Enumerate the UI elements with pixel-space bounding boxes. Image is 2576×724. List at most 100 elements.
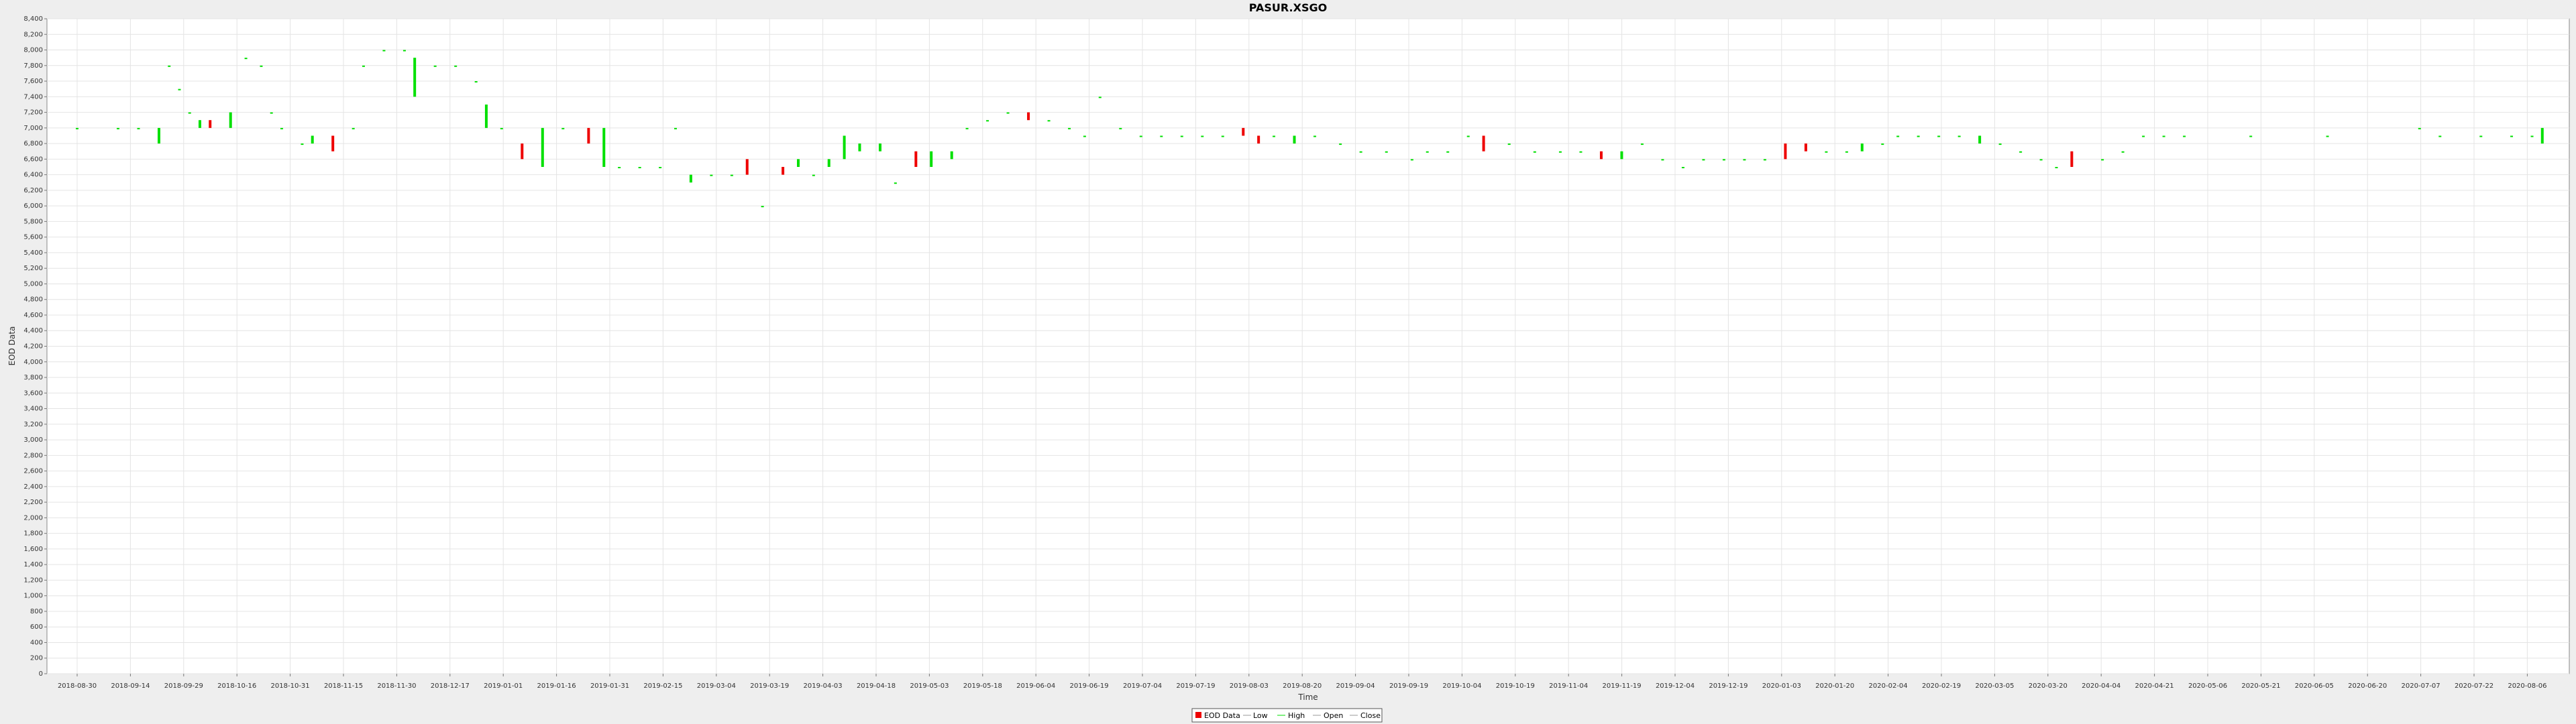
candle <box>270 112 273 114</box>
candle <box>1466 135 1470 137</box>
y-tick-label: 0 <box>39 670 43 678</box>
candle <box>1180 135 1183 137</box>
y-tick-label: 3,600 <box>23 389 43 397</box>
x-tick-label: 2019-07-04 <box>1123 682 1162 690</box>
candle <box>454 65 458 67</box>
x-tick-label: 2020-05-06 <box>2188 682 2227 690</box>
y-tick-label: 400 <box>30 639 43 646</box>
x-tick-label: 2019-11-04 <box>1549 682 1588 690</box>
x-tick-label: 2019-06-04 <box>1016 682 1055 690</box>
candle <box>674 127 678 129</box>
candle <box>301 143 304 145</box>
candle <box>602 127 606 167</box>
y-tick-label: 4,000 <box>23 359 43 366</box>
candle <box>280 127 283 129</box>
y-tick-label: 5,000 <box>23 280 43 288</box>
candle <box>2183 135 2186 137</box>
candle <box>1313 135 1317 137</box>
candle <box>730 174 733 176</box>
candle <box>1533 151 1536 153</box>
candle <box>433 65 437 67</box>
candle <box>2055 166 2058 168</box>
legend: EOD Data Low High Open Close <box>1191 708 1383 723</box>
candle <box>782 166 785 175</box>
y-tick-label: 3,000 <box>23 436 43 444</box>
candle <box>2019 151 2023 153</box>
candle <box>2249 135 2253 137</box>
y-tick-label: 6,000 <box>23 202 43 210</box>
x-tick-label: 2020-07-22 <box>2455 682 2493 690</box>
x-tick-label: 2018-11-15 <box>324 682 363 690</box>
x-tick-label: 2020-04-04 <box>2082 682 2121 690</box>
x-tick-label: 2019-10-19 <box>1496 682 1535 690</box>
candle <box>1896 135 1900 137</box>
candle <box>2162 135 2165 137</box>
x-tick-label: 2020-01-20 <box>1815 682 1854 690</box>
y-tick-label: 3,200 <box>23 421 43 428</box>
candle <box>1702 159 1705 161</box>
candle <box>168 65 171 67</box>
candle <box>541 127 544 167</box>
candle <box>930 151 933 167</box>
candle <box>1047 120 1051 122</box>
x-grid <box>76 19 2528 674</box>
candle <box>2510 135 2514 137</box>
candle <box>484 104 488 128</box>
x-tick-label: 2020-06-05 <box>2295 682 2334 690</box>
candle <box>244 58 248 60</box>
candle <box>2039 159 2043 161</box>
y-tick-label: 5,400 <box>23 249 43 257</box>
y-tick-label: 5,800 <box>23 218 43 225</box>
candle <box>1119 127 1122 129</box>
candle <box>1201 135 1204 137</box>
x-tick-label: 2020-02-19 <box>1922 682 1961 690</box>
candle <box>1978 135 1982 144</box>
chart-title: PASUR.XSGO <box>1249 1 1327 14</box>
y-tick-label: 1,600 <box>23 546 43 553</box>
candle <box>1661 159 1664 161</box>
candle <box>894 182 897 184</box>
x-tick-label: 2019-08-20 <box>1283 682 1322 690</box>
x-tick-label: 2019-02-15 <box>643 682 682 690</box>
x-tick-label: 2019-12-04 <box>1656 682 1695 690</box>
x-tick-label: 2018-08-30 <box>58 682 97 690</box>
legend-box <box>1191 708 1383 723</box>
candle <box>188 112 191 114</box>
y-tick-label: 6,200 <box>23 187 43 194</box>
candle <box>1743 159 1746 161</box>
x-tick-label: 2018-09-14 <box>111 682 150 690</box>
candle <box>710 174 713 176</box>
candle <box>2438 135 2442 137</box>
candle <box>178 88 181 90</box>
x-tick-label: 2019-03-04 <box>697 682 736 690</box>
y-tick-label: 8,200 <box>23 31 43 38</box>
legend-low: Low <box>1253 711 1268 720</box>
candle <box>1221 135 1224 137</box>
candle <box>1293 135 1296 144</box>
y-tick-label: 200 <box>30 655 43 662</box>
x-tick-label: 2019-04-03 <box>804 682 843 690</box>
candle <box>1804 143 1807 152</box>
x-tick-label: 2019-01-01 <box>484 682 523 690</box>
x-tick-label: 2020-05-21 <box>2241 682 2280 690</box>
y-tick-label: 4,400 <box>23 327 43 335</box>
candle <box>1784 143 1787 160</box>
y-tick-label: 1,400 <box>23 561 43 568</box>
legend-close: Close <box>1360 711 1381 720</box>
x-tick-label: 2019-11-19 <box>1603 682 1642 690</box>
candle <box>382 50 386 52</box>
x-tick-label: 2020-02-04 <box>1869 682 1908 690</box>
y-axis: 0 200 400 600 800 1,000 1,200 1,400 1,600 1,800 2,… <box>23 15 47 678</box>
candle <box>1027 112 1030 121</box>
candle <box>198 120 201 128</box>
candle <box>1098 97 1102 99</box>
candle <box>1482 135 1485 152</box>
candle <box>1763 159 1766 161</box>
x-tick-label: 2019-05-03 <box>910 682 949 690</box>
y-tick-label: 1,200 <box>23 577 43 584</box>
candle <box>843 135 846 160</box>
y-tick-label: 2,600 <box>23 468 43 475</box>
y-tick-label: 7,000 <box>23 125 43 132</box>
candle <box>362 65 365 67</box>
